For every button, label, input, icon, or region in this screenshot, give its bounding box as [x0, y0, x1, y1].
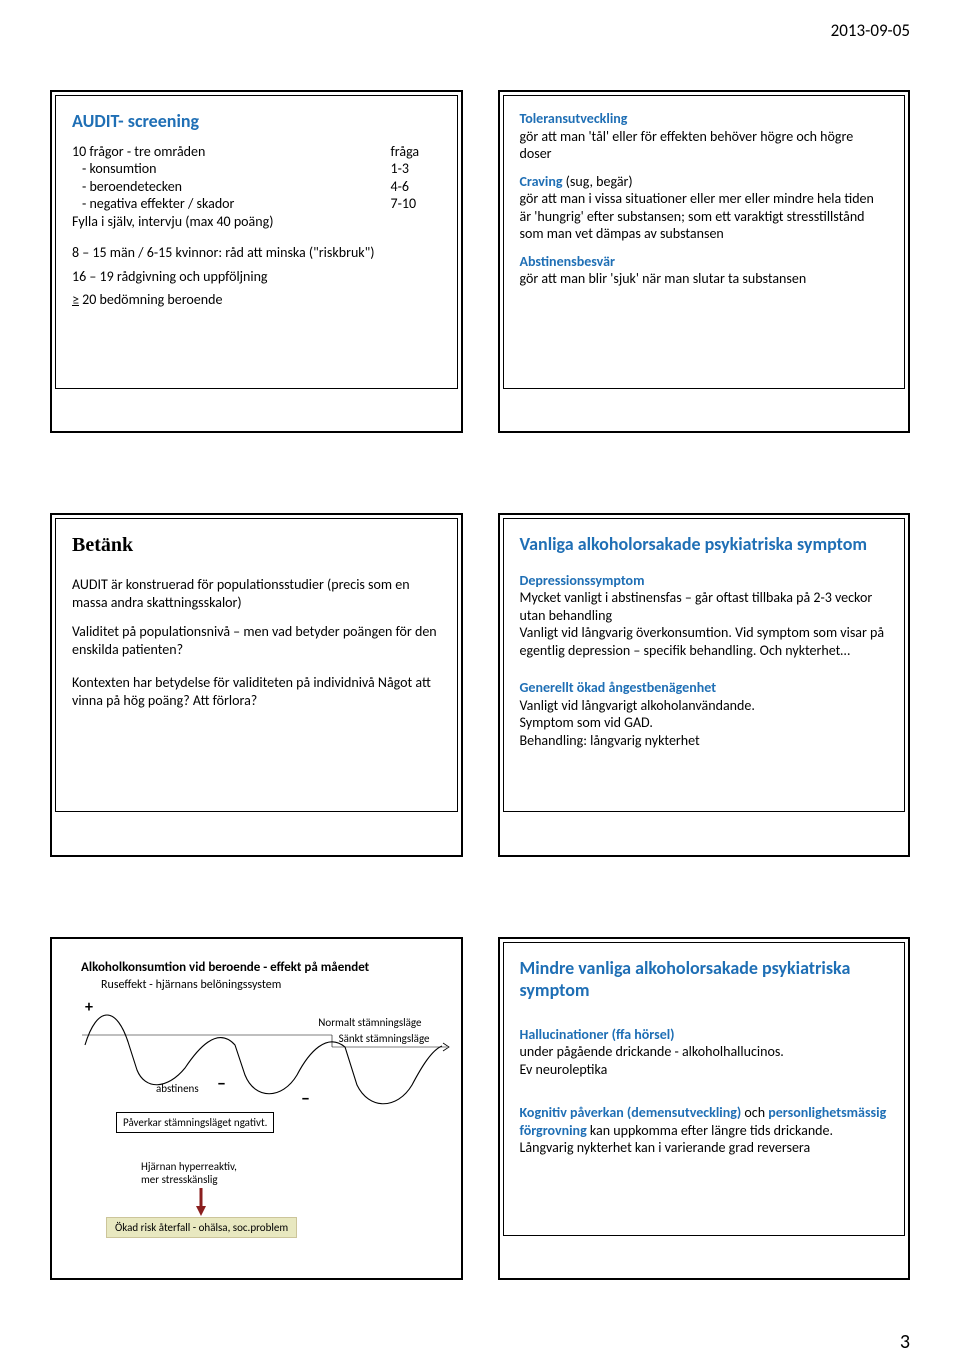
slide-inner: Mindre vanliga alkoholorsakade psykiatri…	[503, 942, 906, 1236]
mid-text: och	[741, 1104, 768, 1121]
slide-inner: AUDIT- screening 10 frågor - tre områden…	[55, 95, 458, 389]
tail-text: kan uppkomma efter längre tids drickande…	[587, 1122, 833, 1139]
section-head: Craving	[520, 173, 563, 190]
row-label: - negativa effekter / skador	[82, 195, 391, 213]
row-head-left: 10 frågor - tre områden	[72, 143, 391, 161]
section: Hallucinationer (ffa hörsel) under pågåe…	[520, 1026, 889, 1079]
section: Abstinensbesvär gör att man blir 'sjuk' …	[520, 253, 889, 288]
page: 2013-09-05 3 AUDIT- screening 10 frågor …	[0, 0, 960, 1369]
minus-symbol: –	[217, 1072, 226, 1095]
section-text: under pågående drickande - alkoholhalluc…	[520, 1043, 889, 1078]
section-text: Långvarig nykterhet kan i varierande gra…	[520, 1139, 889, 1157]
slide-title: Betänk	[72, 533, 441, 558]
list-row: - konsumtion 1-3	[82, 160, 441, 178]
mood-diagram: Alkoholkonsumtion vid beroende - effekt …	[71, 960, 442, 1250]
section-text: Vanligt vid långvarigt alkoholanvändande…	[520, 697, 889, 750]
row-header: 10 frågor - tre områden fråga	[72, 143, 441, 161]
page-number: 3	[900, 1330, 910, 1354]
section-text: gör att man i vissa situationer eller me…	[520, 190, 889, 243]
row-label: - beroendetecken	[82, 178, 391, 196]
slide-tolerans: Toleransutveckling gör att man 'tål' ell…	[498, 90, 911, 433]
slide-audit-screening: AUDIT- screening 10 frågor - tre områden…	[50, 90, 463, 433]
box-paverkar: Påverkar stämningsläget ngativt.	[116, 1112, 274, 1134]
slide-betank: Betänk AUDIT är konstruerad för populati…	[50, 513, 463, 856]
geq-symbol: ≥	[72, 291, 79, 308]
label-normal: Normalt stämningsläge	[318, 1016, 421, 1030]
arrow-down-icon	[195, 1188, 207, 1218]
slide-diagram: Alkoholkonsumtion vid beroende - effekt …	[50, 937, 463, 1280]
text-line: Fylla i själv, intervju (max 40 poäng)	[72, 213, 441, 231]
slide-title: Vanliga alkoholorsakade psykiatriska sym…	[520, 533, 889, 556]
label-abstinens: abstinens	[156, 1082, 199, 1096]
box-hjarnan: Hjärnan hyperreaktiv, mer stresskänslig	[141, 1160, 237, 1188]
slide-inner: Alkoholkonsumtion vid beroende - effekt …	[55, 942, 458, 1242]
section-head: Kognitiv påverkan (demensutveckling)	[520, 1104, 742, 1121]
row-range: 4-6	[391, 178, 441, 196]
slide-inner: Toleransutveckling gör att man 'tål' ell…	[503, 95, 906, 389]
label-sankt: Sänkt stämningsläge	[339, 1032, 430, 1046]
para: Validitet på populationsnivå – men vad b…	[72, 623, 441, 658]
slide-title: Mindre vanliga alkoholorsakade psykiatri…	[520, 957, 889, 1002]
section-head: Hallucinationer (ffa hörsel)	[520, 1026, 889, 1044]
row-range: 1-3	[391, 160, 441, 178]
section: Kognitiv påverkan (demensutveckling) och…	[520, 1104, 889, 1157]
row-range: 7-10	[391, 195, 441, 213]
section-head: Abstinensbesvär	[520, 253, 889, 271]
text-line: ≥ 20 bedömning beroende	[72, 291, 441, 309]
slide-grid: AUDIT- screening 10 frågor - tre områden…	[50, 90, 910, 1280]
section-text: Mycket vanligt i abstinensfas – går ofta…	[520, 589, 889, 659]
para: Kontexten har betydelse för validiteten …	[72, 674, 441, 709]
section-head-line: Craving (sug, begär)	[520, 173, 889, 191]
para: AUDIT är konstruerad för populationsstud…	[72, 576, 441, 611]
date-header: 2013-09-05	[831, 20, 910, 41]
section: Generellt ökad ångestbenägenhet Vanligt …	[520, 679, 889, 749]
slide-inner: Betänk AUDIT är konstruerad för populati…	[55, 518, 458, 812]
diagram-title: Alkoholkonsumtion vid beroende - effekt …	[81, 960, 442, 976]
row-label: - konsumtion	[82, 160, 391, 178]
text-line: 8 – 15 män / 6-15 kvinnor: råd att minsk…	[72, 244, 441, 262]
list-row: - beroendetecken 4-6	[82, 178, 441, 196]
slide-title: AUDIT- screening	[72, 110, 441, 133]
row-list: - konsumtion 1-3 - beroendetecken 4-6 - …	[82, 160, 441, 213]
box-okad-risk: Ökad risk återfall - ohälsa, soc.problem	[106, 1217, 297, 1239]
slide-vanliga-symptom: Vanliga alkoholorsakade psykiatriska sym…	[498, 513, 911, 856]
row-head-right: fråga	[391, 143, 441, 161]
wave-chart	[77, 990, 452, 1120]
arrow-down-icon	[181, 1132, 182, 1154]
section-head: Depressionssymptom	[520, 572, 889, 590]
slide-inner: Vanliga alkoholorsakade psykiatriska sym…	[503, 518, 906, 812]
section-head: Generellt ökad ångestbenägenhet	[520, 679, 889, 697]
section-head-line: Kognitiv påverkan (demensutveckling) och…	[520, 1104, 889, 1139]
minus-symbol: –	[301, 1087, 310, 1110]
section-suffix: (sug, begär)	[563, 173, 633, 190]
section: Depressionssymptom Mycket vanligt i abst…	[520, 572, 889, 660]
section-head: Toleransutveckling	[520, 110, 889, 128]
section-text: gör att man 'tål' eller för effekten beh…	[520, 128, 889, 163]
section: Toleransutveckling gör att man 'tål' ell…	[520, 110, 889, 163]
section: Craving (sug, begär) gör att man i vissa…	[520, 173, 889, 243]
text-line: 16 – 19 rådgivning och uppföljning	[72, 268, 441, 286]
slide-mindre-vanliga: Mindre vanliga alkoholorsakade psykiatri…	[498, 937, 911, 1280]
list-row: - negativa effekter / skador 7-10	[82, 195, 441, 213]
section-text: gör att man blir 'sjuk' när man slutar t…	[520, 270, 889, 288]
